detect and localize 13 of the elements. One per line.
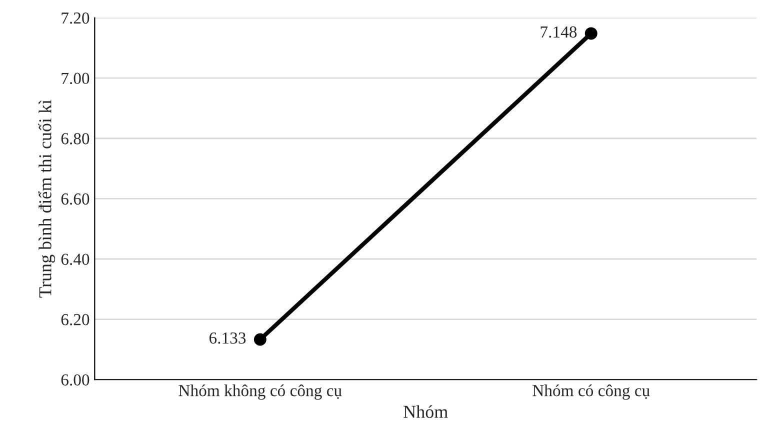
- y-tick-label: 6.00: [61, 374, 90, 386]
- y-tick-label: 7.00: [62, 72, 90, 84]
- data-label: 6.133: [209, 332, 246, 344]
- x-tick-label: Nhóm không có công cụ: [178, 384, 342, 400]
- x-tick-label: Nhóm có công cụ: [532, 384, 650, 400]
- y-tick-label: 7.20: [62, 12, 90, 24]
- y-tick-label: 6.80: [61, 133, 90, 144]
- y-tick-label: 6.40: [61, 254, 90, 266]
- data-label: 7.148: [540, 26, 577, 38]
- y-axis-title: Trung bình điểm thi cuối kì: [38, 100, 56, 298]
- y-tick-label: 6.20: [61, 314, 90, 326]
- x-axis-title: Nhóm: [404, 405, 448, 418]
- y-tick-label: 6.60: [61, 193, 90, 205]
